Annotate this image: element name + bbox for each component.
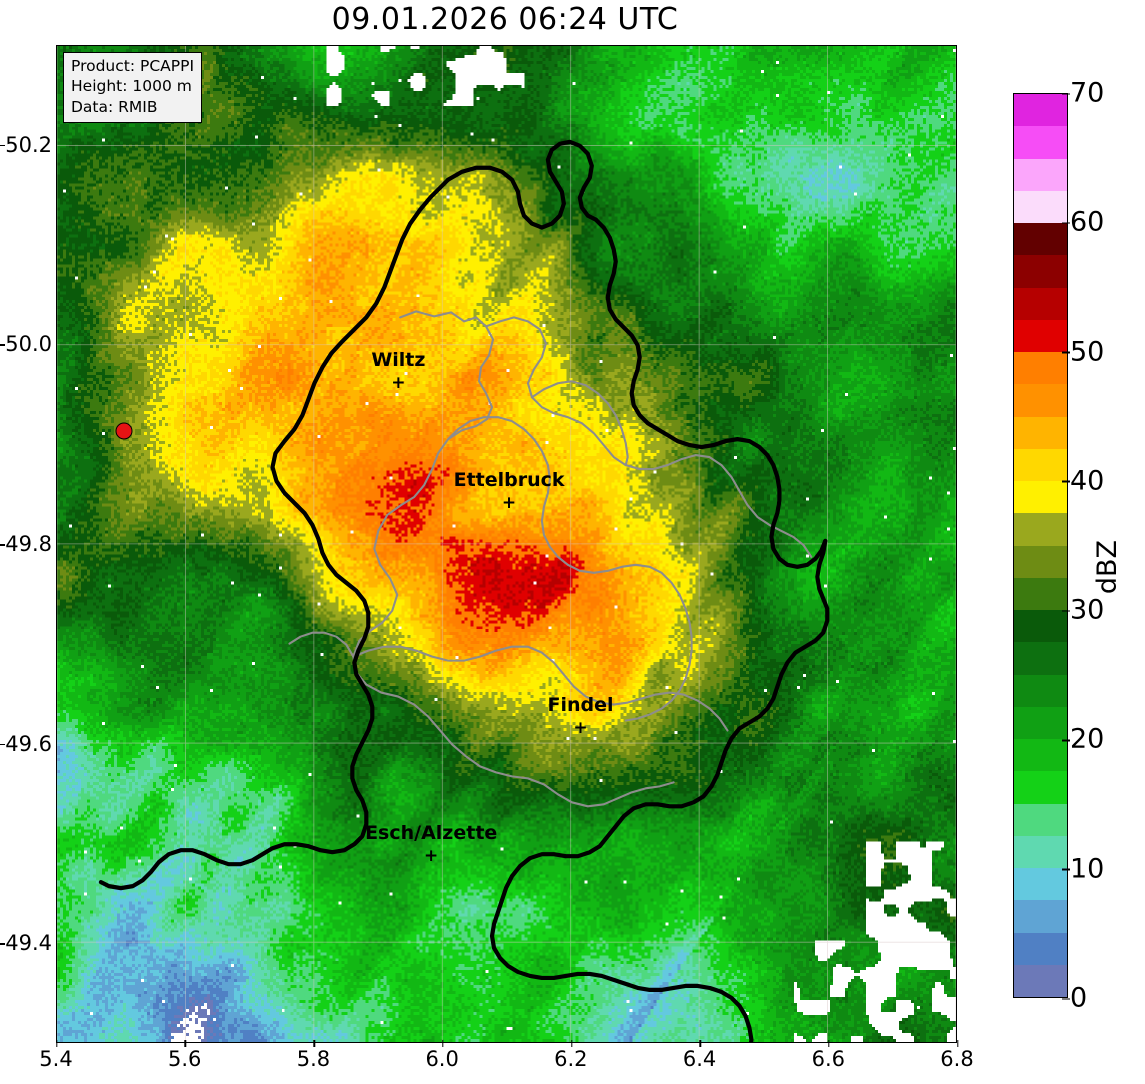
colorbar-band xyxy=(1014,255,1067,288)
y-axis-tick-mark xyxy=(0,544,6,546)
x-axis-tick-label: 5.6 xyxy=(168,1040,201,1071)
colorbar-tick-label: 50 xyxy=(1062,336,1104,367)
reflectivity-colorbar[interactable] xyxy=(1013,93,1068,998)
map-gridlines xyxy=(57,46,956,1042)
y-axis-tick-label: 49.4 xyxy=(0,931,52,955)
colorbar-band xyxy=(1014,642,1067,675)
x-axis-tick-mark xyxy=(442,1040,444,1047)
y-axis-tick-mark xyxy=(0,943,6,945)
radar-site-marker[interactable] xyxy=(115,422,133,440)
x-axis-tick-label: 6.2 xyxy=(554,1040,588,1071)
colorbar-tick-mark xyxy=(1062,868,1070,871)
colorbar-band xyxy=(1014,706,1067,739)
colorbar-band xyxy=(1014,932,1067,965)
y-axis-tick-mark xyxy=(0,144,6,147)
national-borders xyxy=(98,139,830,1042)
colorbar-band xyxy=(1014,900,1067,933)
colorbar-band xyxy=(1014,158,1067,191)
colorbar-tick-label: 70 xyxy=(1062,78,1104,109)
colorbar-tick-mark xyxy=(1062,998,1070,1000)
colorbar-tick-label: 10 xyxy=(1062,853,1104,884)
y-axis-tick-label: 49.8 xyxy=(0,532,52,556)
colorbar-band xyxy=(1014,610,1067,643)
page-title: 09.01.2026 06:24 UTC xyxy=(331,2,679,37)
colorbar-band xyxy=(1014,513,1067,546)
info-height-line: Height: 1000 m xyxy=(71,77,192,96)
info-data-line: Data: RMIB xyxy=(71,97,158,116)
colorbar-band xyxy=(1014,448,1067,481)
colorbar-band xyxy=(1014,481,1067,514)
x-axis-tick-mark xyxy=(184,1040,187,1047)
x-axis-tick-mark xyxy=(56,1040,58,1047)
map-boundaries-overlay xyxy=(57,46,956,1042)
colorbar-tick-label: 40 xyxy=(1062,465,1104,496)
colorbar-band xyxy=(1014,384,1067,417)
colorbar-band xyxy=(1014,835,1067,868)
colorbar-tick-mark xyxy=(1062,222,1070,224)
district-boundaries xyxy=(288,310,813,808)
colorbar-band xyxy=(1014,126,1067,159)
colorbar-tick-label: 60 xyxy=(1062,207,1104,238)
colorbar-band xyxy=(1014,674,1067,707)
radar-plot-area[interactable] xyxy=(56,45,957,1043)
colorbar-band xyxy=(1014,739,1067,772)
colorbar-band xyxy=(1014,964,1067,997)
x-axis-tick-mark xyxy=(313,1040,315,1047)
x-axis-tick-mark xyxy=(957,1040,959,1047)
colorbar-band xyxy=(1014,577,1067,610)
colorbar-band xyxy=(1014,319,1067,352)
y-axis-tick-label: 50.0 xyxy=(0,332,52,356)
x-axis-tick-mark xyxy=(828,1040,830,1047)
colorbar-tick-label: 0 xyxy=(1062,983,1087,1014)
colorbar-tick-label: 30 xyxy=(1062,595,1104,626)
x-axis-tick-label: 6.8 xyxy=(940,1040,974,1071)
colorbar-tick-mark xyxy=(1062,93,1070,95)
product-info-box: Product: PCAPPI Height: 1000 m Data: RMI… xyxy=(63,52,203,124)
colorbar-band xyxy=(1014,223,1067,256)
colorbar-band xyxy=(1014,803,1067,836)
colorbar-tick-mark xyxy=(1062,351,1070,354)
colorbar-tick-label: 20 xyxy=(1062,724,1104,755)
colorbar-tick-mark xyxy=(1062,739,1070,742)
colorbar-band xyxy=(1014,868,1067,901)
x-axis-tick-label: 5.4 xyxy=(39,1040,73,1071)
colorbar-band xyxy=(1014,287,1067,320)
y-axis-tick-mark xyxy=(0,743,6,746)
colorbar-band xyxy=(1014,94,1067,127)
colorbar-band xyxy=(1014,352,1067,385)
colorbar-axis-label: dBZ xyxy=(1092,540,1123,595)
colorbar-tick-mark xyxy=(1062,480,1070,483)
x-axis-tick-label: 6.6 xyxy=(812,1040,845,1071)
x-axis-tick-label: 6.0 xyxy=(425,1040,459,1071)
y-axis-tick-label: 50.2 xyxy=(0,133,52,157)
y-axis-tick-mark xyxy=(0,344,6,346)
colorbar-band xyxy=(1014,771,1067,804)
colorbar-band xyxy=(1014,190,1067,223)
info-product-line: Product: PCAPPI xyxy=(71,57,195,75)
colorbar-band xyxy=(1014,545,1067,578)
x-axis-tick-label: 6.4 xyxy=(683,1040,716,1071)
colorbar-tick-mark xyxy=(1062,610,1070,612)
x-axis-tick-label: 5.8 xyxy=(297,1040,330,1071)
colorbar-band xyxy=(1014,416,1067,449)
x-axis-tick-mark xyxy=(570,1040,573,1047)
y-axis-tick-label: 49.6 xyxy=(0,732,52,756)
x-axis-tick-mark xyxy=(699,1040,702,1047)
